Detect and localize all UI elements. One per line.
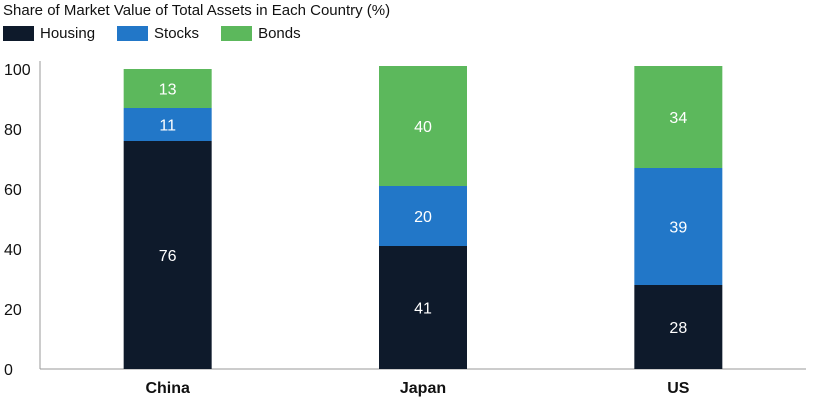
bar-segment-bonds-japan: [379, 66, 467, 186]
data-label-housing-china: 76: [159, 248, 177, 265]
data-label-stocks-us: 39: [669, 220, 687, 237]
y-tick-label: 100: [4, 62, 31, 79]
bar-segment-housing-china: [123, 141, 212, 369]
x-tick-label: China: [145, 380, 190, 397]
y-tick-label: 0: [4, 362, 13, 379]
legend-swatch-bonds: [221, 26, 253, 41]
x-tick-label: Japan: [400, 380, 446, 397]
chart-title: Share of Market Value of Total Assets in…: [3, 2, 391, 19]
data-label-bonds-china: 13: [159, 82, 177, 99]
bar-segment-stocks-china: [123, 108, 212, 141]
legend-label-housing: Housing: [40, 25, 96, 42]
y-tick-label: 40: [4, 242, 22, 259]
bar-segment-stocks-japan: [379, 186, 467, 246]
data-label-bonds-us: 34: [669, 110, 687, 127]
x-tick-label: US: [667, 380, 690, 397]
legend-item-stocks: Stocks: [117, 25, 199, 42]
legend-item-housing: Housing: [3, 25, 95, 42]
data-label-stocks-japan: 20: [414, 209, 432, 226]
legend-item-bonds: Bonds: [221, 25, 301, 42]
y-tick-label: 60: [4, 182, 22, 199]
bar-segment-bonds-china: [123, 69, 212, 108]
data-label-bonds-japan: 40: [414, 119, 432, 136]
bar-segment-housing-japan: [379, 246, 467, 369]
legend-swatch-stocks: [117, 26, 149, 41]
legend-label-bonds: Bonds: [258, 25, 301, 42]
bar-segment-housing-us: [634, 285, 723, 369]
y-tick-label: 20: [4, 302, 22, 319]
data-label-stocks-china: 11: [159, 118, 176, 135]
bar-segment-bonds-us: [634, 66, 723, 168]
data-label-housing-japan: 41: [414, 301, 432, 318]
legend-label-stocks: Stocks: [154, 25, 200, 42]
data-label-housing-us: 28: [669, 320, 687, 337]
y-tick-label: 80: [4, 122, 22, 139]
legend: Housing Stocks Bonds: [3, 25, 323, 42]
legend-swatch-housing: [3, 26, 34, 41]
bar-segment-stocks-us: [634, 168, 723, 285]
